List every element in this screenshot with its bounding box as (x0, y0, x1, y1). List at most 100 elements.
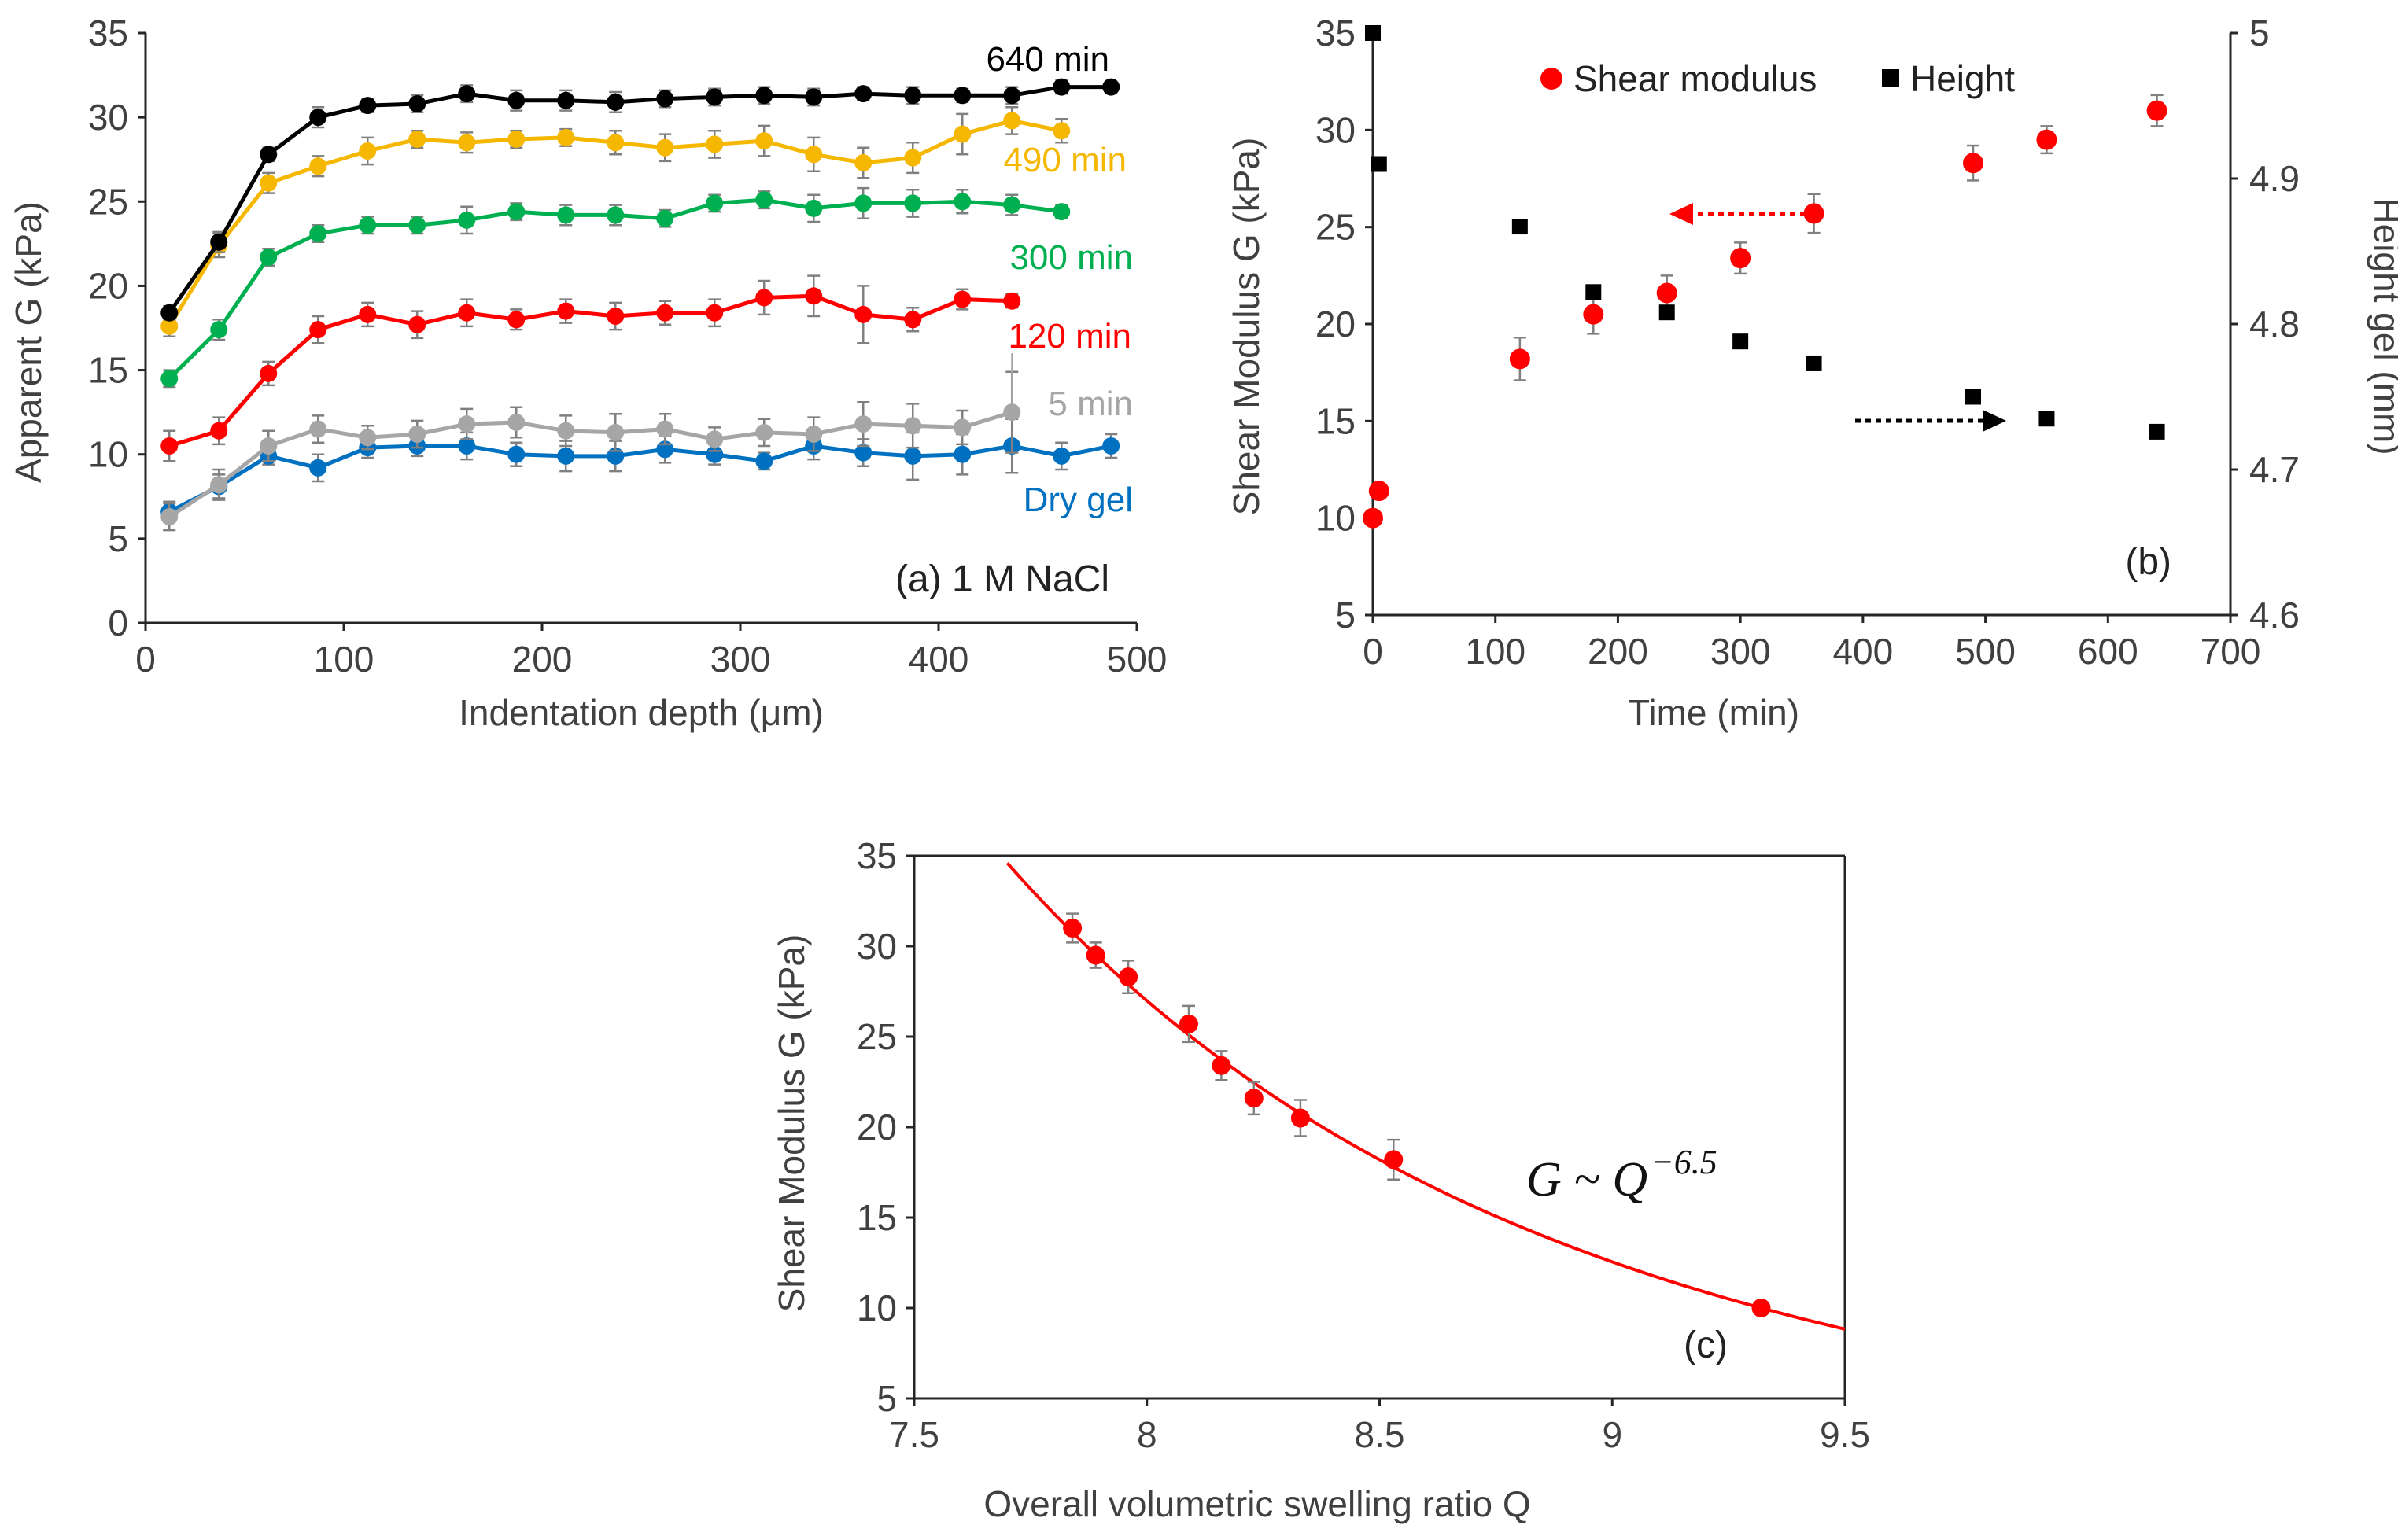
series-640-min-point (1003, 87, 1021, 105)
panel-b-x-tick-label: 200 (1588, 631, 1648, 672)
panel-b-x-tick-label: 600 (2078, 631, 2138, 672)
series-490-min-point (557, 128, 575, 146)
series-640-min-point (706, 88, 724, 106)
series-300-min-point (1003, 196, 1021, 214)
panel-b-x-tick-label: 100 (1465, 631, 1525, 672)
panel-a-y-tick-label: 5 (108, 518, 128, 559)
series-5-min-point (458, 415, 476, 433)
series-300-min-point (904, 194, 922, 212)
series-height-point (1965, 389, 1981, 405)
fit-equation-label: G ~ Q−6.5 (1526, 1143, 1717, 1207)
series-5-min-point (607, 423, 625, 441)
series-height-point (1585, 284, 1602, 300)
panel-a-y-tick-label: 15 (88, 350, 128, 391)
series-height-point (1371, 156, 1387, 172)
series-640-min-point (805, 88, 823, 106)
series-640-min-point (755, 87, 773, 105)
series-640-min-point (359, 97, 377, 115)
series-height-point (1658, 304, 1675, 321)
series-label-120-min: 120 min (1008, 317, 1131, 356)
panel-b-y2-tick-label: 4.9 (2249, 158, 2300, 199)
series-300-min-point (656, 209, 674, 227)
axis-arrow-left (1669, 203, 1816, 225)
series-shear-modulus-point (2036, 129, 2057, 150)
series-data-point (1244, 1089, 1264, 1108)
series-300-min-point (557, 206, 575, 224)
series-300-min-point (1053, 203, 1071, 221)
series-dry-gel-point (1102, 437, 1120, 455)
series-640-min-point (458, 85, 476, 103)
panel-b: 0 100 200 300 400 500 600 700 5 10 15 20 25 30 35 4.6… (1226, 13, 2398, 733)
series-300-min-point (755, 191, 773, 209)
series-300-min-point (309, 225, 327, 242)
series-120-min-point (904, 311, 922, 329)
series-300-min-point (160, 370, 179, 388)
series-640-min-point (507, 91, 526, 109)
panel-b-x-tick-label: 0 (1363, 631, 1383, 672)
series-label-490-min: 490 min (1003, 141, 1127, 179)
series-5-min-point (408, 426, 426, 443)
panel-a-y-tick-label: 20 (88, 265, 128, 306)
series-120-min-point (706, 304, 724, 322)
series-shear-modulus-point (1363, 507, 1383, 529)
series-shear-modulus-point (2146, 100, 2167, 121)
series-120-min-point (260, 364, 278, 382)
series-640-min-point (1053, 78, 1071, 96)
panel-a-label: (a) 1 M NaCl (895, 558, 1109, 600)
series-height (1365, 25, 2165, 440)
series-data (1063, 912, 1771, 1317)
panel-b-y-tick-label: 35 (1315, 13, 1356, 53)
panel-a-x-tick-label: 500 (1107, 639, 1168, 680)
series-120-min-point (507, 311, 526, 329)
series-640-min-point (160, 304, 179, 322)
series-640-min-point (954, 87, 972, 105)
series-300-min-point (458, 211, 476, 229)
panel-b-y-tick-label: 30 (1315, 109, 1356, 150)
panel-c-x-tick-label: 7.5 (889, 1414, 939, 1455)
legend-shear-modulus-label: Shear modulus (1573, 58, 1817, 99)
panel-b-y-tick-label: 5 (1335, 595, 1356, 636)
series-dry-gel-point (507, 445, 526, 463)
series-data-point (1063, 919, 1083, 938)
series-data-point (1179, 1014, 1198, 1033)
series-label-300-min: 300 min (1009, 238, 1133, 277)
series-dry-gel-point (309, 459, 327, 477)
series-120-min-point (854, 305, 873, 323)
panel-b-y-tick-label: 20 (1315, 304, 1356, 344)
fit-equation-exponent: −6.5 (1651, 1143, 1717, 1181)
panel-c-y-tick-label: 25 (857, 1016, 897, 1057)
series-300-min-point (507, 203, 526, 221)
panel-a: 0 100 200 300 400 500 0 5 10 15 20 25 30 35 Indentat… (8, 13, 1167, 733)
panel-b-x-tick-label: 700 (2201, 631, 2261, 672)
panel-b-y-axis-label: Shear Modulus G (kPa) (1226, 138, 1267, 516)
series-640-min-point (408, 95, 426, 112)
series-300-min (160, 186, 1071, 389)
series-300-min-point (805, 199, 823, 217)
series-5-min-point (359, 429, 377, 447)
series-shear-modulus-point (1509, 348, 1530, 370)
series-490-min-point (408, 131, 426, 148)
series-300-min-point (607, 206, 625, 224)
panel-a-y-tick-label: 0 (108, 602, 128, 643)
series-490-min-point (904, 149, 922, 167)
series-120-min-point (359, 305, 377, 323)
series-shear-modulus-point (1656, 282, 1677, 304)
series-shear-modulus-point (1730, 248, 1751, 269)
series-5-min-point (309, 420, 327, 438)
series-640-min-point (260, 146, 278, 164)
panel-c-x-tick-label: 9.5 (1820, 1414, 1870, 1455)
panel-c-y-tick-label: 35 (857, 835, 897, 876)
series-5-min-point (755, 423, 773, 441)
series-300-min-point (408, 216, 426, 234)
series-data-point (1290, 1108, 1310, 1128)
series-5-min-point (805, 426, 823, 443)
legend-shear-modulus-marker (1540, 68, 1562, 90)
series-640-min-point (904, 87, 922, 105)
series-shear-modulus-point (1368, 481, 1389, 502)
panel-a-y-tick-label: 35 (88, 13, 128, 53)
series-300-min-point (706, 194, 724, 212)
series-490-min-point (1003, 112, 1021, 130)
series-data-point (1212, 1056, 1231, 1075)
series-dry-gel-point (1053, 447, 1071, 465)
series-300-min-line (168, 197, 1062, 381)
